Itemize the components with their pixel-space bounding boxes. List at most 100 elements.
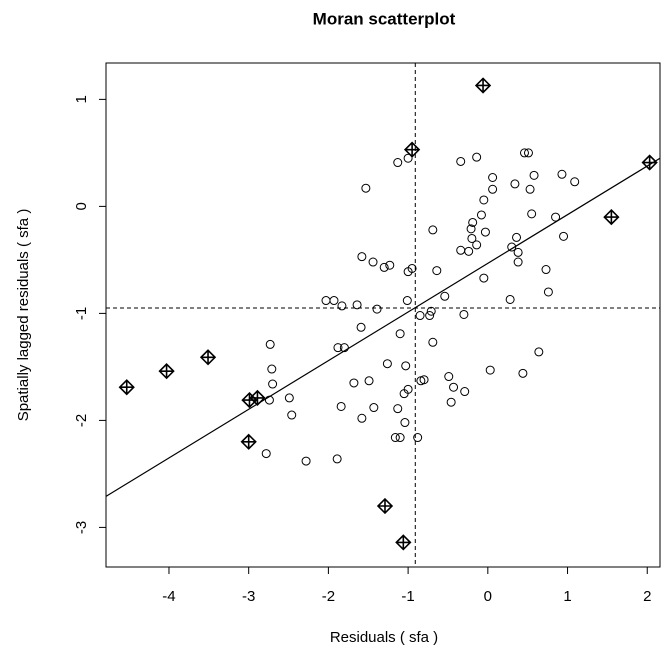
- y-tick-label: 0: [73, 202, 90, 210]
- y-axis-label: Spatially lagged residuals ( sfa ): [15, 209, 32, 422]
- point: [301, 456, 311, 466]
- point: [428, 225, 438, 235]
- point: [413, 433, 423, 443]
- point: [464, 246, 474, 256]
- point: [369, 403, 379, 413]
- x-axis-label: Residuals ( sfa ): [330, 629, 438, 646]
- point: [510, 179, 520, 189]
- point: [265, 339, 275, 349]
- point: [284, 393, 294, 403]
- point: [333, 343, 343, 353]
- influential-point: [199, 349, 217, 366]
- point: [456, 245, 466, 255]
- point: [379, 262, 389, 272]
- point: [456, 156, 466, 166]
- point: [468, 217, 478, 227]
- point: [459, 309, 469, 319]
- point: [557, 169, 567, 179]
- point: [446, 397, 456, 407]
- point: [419, 375, 429, 385]
- point: [352, 300, 362, 310]
- point: [329, 296, 339, 306]
- point: [512, 232, 522, 242]
- y-tick-label: 1: [73, 95, 90, 103]
- point: [332, 454, 342, 464]
- point: [440, 291, 450, 301]
- point: [349, 378, 359, 388]
- point: [403, 153, 413, 163]
- y-tick-label: -1: [73, 307, 90, 320]
- point: [339, 343, 349, 353]
- chart-title: Moran scatterplot: [313, 9, 456, 28]
- influential-point: [474, 77, 492, 94]
- point: [415, 311, 425, 321]
- x-tick-label: 0: [484, 588, 492, 605]
- point: [543, 287, 553, 297]
- point: [336, 401, 346, 411]
- point: [444, 372, 454, 382]
- point: [400, 418, 410, 428]
- point: [403, 384, 413, 394]
- point: [534, 347, 544, 357]
- point: [321, 296, 331, 306]
- point: [425, 311, 435, 321]
- point: [529, 170, 539, 180]
- y-tick-label: -3: [73, 521, 90, 534]
- point: [466, 224, 476, 234]
- point: [479, 195, 489, 205]
- influential-point: [603, 208, 620, 226]
- point: [507, 242, 517, 252]
- point: [393, 404, 403, 414]
- influential-point: [403, 141, 421, 158]
- point: [390, 433, 400, 443]
- point: [513, 257, 523, 267]
- point: [523, 148, 533, 158]
- point: [357, 413, 367, 423]
- point: [460, 387, 470, 397]
- influential-point: [249, 389, 266, 407]
- point: [287, 410, 297, 420]
- point: [519, 148, 529, 158]
- x-tick-label: 2: [643, 588, 651, 605]
- point: [372, 304, 382, 314]
- x-tick-label: -3: [242, 588, 255, 605]
- point: [467, 233, 477, 243]
- point: [485, 365, 495, 375]
- point: [432, 266, 442, 276]
- point: [426, 306, 436, 316]
- point: [527, 209, 537, 219]
- point: [476, 210, 486, 220]
- point: [570, 177, 580, 187]
- point: [382, 359, 392, 369]
- x-tick-label: 1: [563, 588, 571, 605]
- plot-frame: [105, 62, 661, 568]
- point: [356, 322, 366, 332]
- point: [449, 382, 459, 392]
- point: [428, 337, 438, 347]
- point: [385, 260, 395, 270]
- point: [525, 184, 535, 194]
- point: [480, 227, 490, 237]
- point: [401, 361, 411, 371]
- influential-point: [158, 363, 175, 380]
- point: [488, 172, 498, 182]
- point: [368, 257, 378, 267]
- point: [364, 376, 374, 386]
- point: [488, 184, 498, 194]
- regression-line: [105, 157, 661, 497]
- influential-point: [395, 534, 412, 551]
- x-tick-label: -2: [322, 588, 335, 605]
- point: [513, 247, 523, 257]
- point: [395, 433, 405, 443]
- point: [395, 329, 405, 339]
- point: [472, 152, 482, 162]
- x-tick-label: -1: [401, 588, 414, 605]
- point: [541, 265, 551, 275]
- point: [268, 379, 278, 389]
- influential-point: [641, 154, 658, 171]
- point: [551, 212, 561, 222]
- influential-point: [241, 391, 258, 409]
- y-tick-label: -2: [73, 414, 90, 427]
- point: [357, 252, 367, 262]
